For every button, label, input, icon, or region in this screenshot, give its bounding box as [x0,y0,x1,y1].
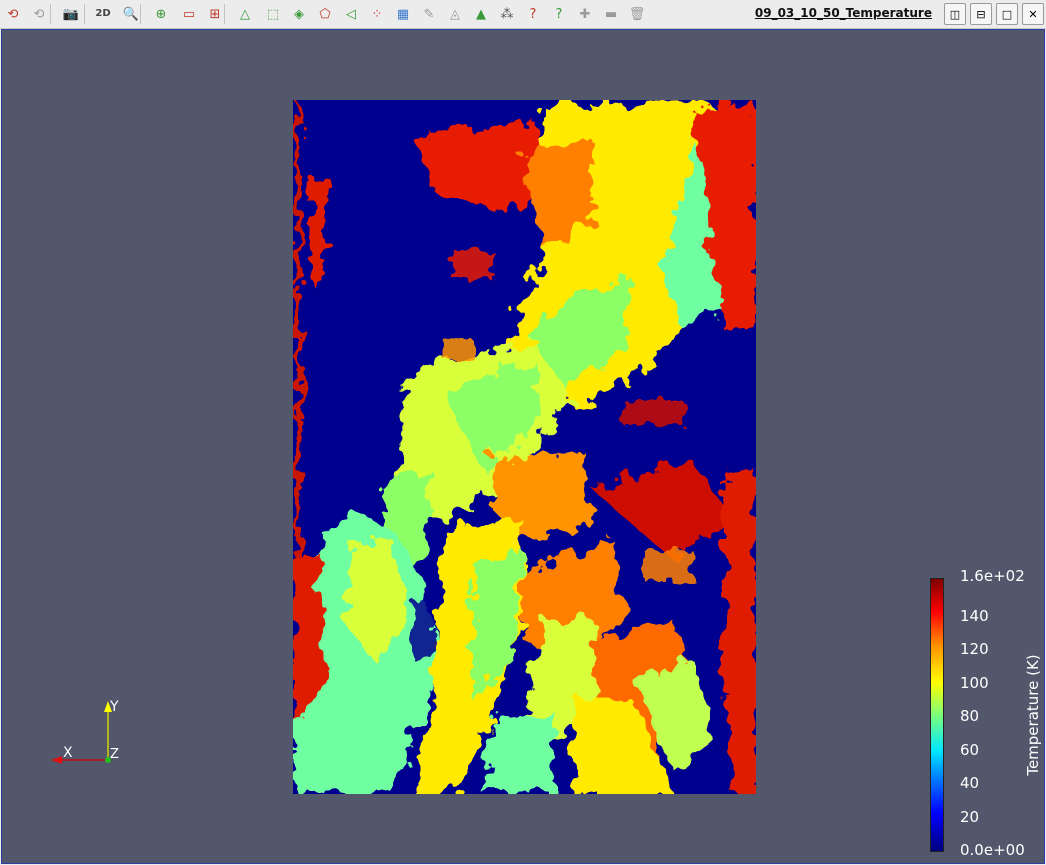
zoom-to-box-icon[interactable]: 🔍 [122,6,140,22]
y-axis-label: Y [110,699,119,715]
color-legend-max-label: 1.6e+02 [960,567,1025,585]
color-legend-label: 120 [960,640,989,658]
render-view[interactable]: 1.6e+02 140 120 100 80 60 40 20 0.0e+00 … [1,29,1045,864]
select-cells-on-icon[interactable]: ▭ [182,6,196,22]
temperature-image [293,100,756,794]
select-polygon-cells-icon[interactable]: ⬠ [319,6,331,22]
shrink-selection-icon[interactable]: ⁂ [500,6,514,22]
select-cells-with-polygon-icon[interactable]: ⁘ [371,6,383,22]
split-horizontal-icon[interactable]: ◫ [944,3,966,25]
select-cells-frustum-icon[interactable]: △ [240,6,250,22]
orientation-axes [51,701,112,764]
interactive-select-icon[interactable]: ⊕ [155,6,167,22]
subtract-selection-icon[interactable]: ▬ [604,6,618,22]
view-title[interactable]: 09_03_10_50_Temperature [754,6,932,20]
temperature-field [293,100,756,794]
select-points-on-icon[interactable]: ⊞ [209,6,221,22]
color-legend-min-label: 0.0e+00 [960,841,1025,859]
extract-selection-icon[interactable]: ◬ [450,6,460,22]
color-legend-label: 140 [960,607,989,625]
select-block-icon[interactable]: ◈ [294,6,304,22]
color-legend-bar [930,578,944,852]
toolbar-separator [50,4,51,24]
reset-camera-closest-icon[interactable]: ⟲ [33,6,45,22]
color-legend-label: 40 [960,774,980,792]
maximize-icon[interactable]: □ [996,3,1018,25]
capture-screenshot-icon[interactable]: 📷 [62,6,80,22]
hover-points-query-icon[interactable]: ? [555,6,563,22]
split-vertical-icon[interactable]: ⊟ [970,3,992,25]
hover-cells-query-icon[interactable]: ? [529,6,537,22]
color-legend-label: 80 [960,707,980,725]
toggle-2d-3d-button[interactable]: 2D [95,8,111,19]
toolbar-separator [140,4,141,24]
hover-points-icon[interactable]: ▦ [396,6,410,22]
color-legend-label: 20 [960,808,980,826]
clear-selection-icon[interactable]: 🗑 [628,6,646,22]
select-points-frustum-icon[interactable]: ⬚ [266,6,280,22]
color-legend-label: 100 [960,674,989,692]
close-icon[interactable]: ✕ [1022,3,1044,25]
color-legend-label: 60 [960,741,980,759]
x-axis-label: X [63,745,73,761]
z-axis-label: Z [110,747,119,762]
toolbar-separator [224,4,225,24]
color-legend-title: Temperature (K) [1024,654,1042,776]
hover-cells-icon[interactable]: ✎ [423,6,435,22]
grow-selection-icon[interactable]: ▲ [476,6,486,22]
add-selection-icon[interactable]: ✚ [579,6,591,22]
select-polygon-points-icon[interactable]: ◁ [346,6,356,22]
reset-camera-icon[interactable]: ⟲ [7,6,19,22]
toolbar-separator [84,4,85,24]
render-view-toolbar: ⟲ ⟲ 📷 2D 🔍 ⊕ ▭ ⊞ △ ⬚ ◈ ⬠ ◁ ⁘ ▦ ✎ ◬ ▲ ⁂?? ✚ ▬ 🗑 ◫ ⊟ □ ✕ [0,0,1046,29]
